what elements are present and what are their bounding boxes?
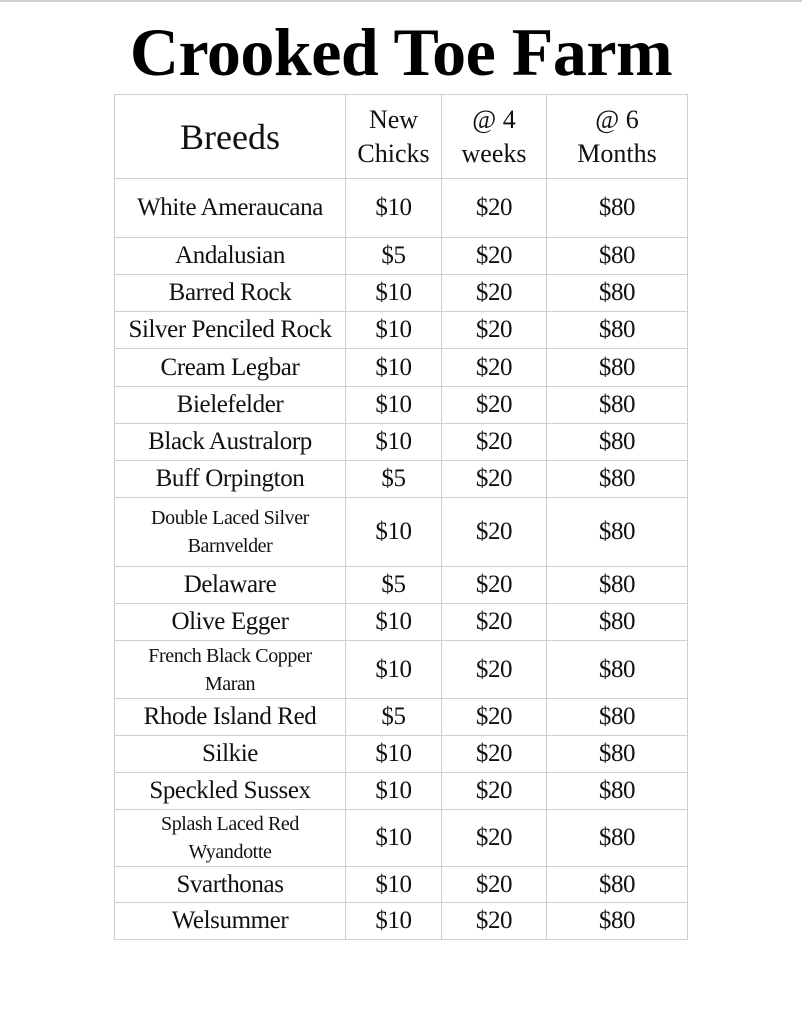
six-months-price: $80: [546, 566, 688, 604]
four-weeks-price: $20: [441, 386, 547, 424]
breed-cell: Cream Legbar: [114, 348, 346, 387]
breed-cell: Rhode Island Red: [114, 698, 346, 736]
six-months-price: $80: [546, 237, 688, 275]
breed-cell: Andalusian: [114, 237, 346, 275]
table-row: Splash Laced Red Wyandotte $10 $20 $80: [114, 809, 688, 867]
new-chicks-price: $5: [345, 698, 442, 736]
header-6-months: @ 6 Months: [546, 94, 688, 179]
header-4-weeks: @ 4 weeks: [441, 94, 547, 179]
table-row: Barred Rock $10 $20 $80: [114, 274, 688, 312]
six-months-price: $80: [546, 274, 688, 312]
table-row: Speckled Sussex $10 $20 $80: [114, 772, 688, 810]
four-weeks-price: $20: [441, 348, 547, 387]
breed-cell: Double Laced Silver Barnvelder: [114, 497, 346, 567]
breed-cell: Delaware: [114, 566, 346, 604]
six-months-price: $80: [546, 348, 688, 387]
breed-cell: Silver Penciled Rock: [114, 311, 346, 349]
six-months-price: $80: [546, 423, 688, 461]
table-row: Buff Orpington $5 $20 $80: [114, 460, 688, 498]
six-months-price: $80: [546, 178, 688, 238]
table-row: Andalusian $5 $20 $80: [114, 237, 688, 275]
table-row: Silkie $10 $20 $80: [114, 735, 688, 773]
new-chicks-price: $10: [345, 640, 442, 699]
new-chicks-price: $10: [345, 274, 442, 312]
breed-cell: Barred Rock: [114, 274, 346, 312]
new-chicks-price: $10: [345, 178, 442, 238]
six-months-price: $80: [546, 311, 688, 349]
table-row: Welsummer $10 $20 $80: [114, 902, 688, 940]
new-chicks-price: $10: [345, 348, 442, 387]
breed-cell: Svarthonas: [114, 866, 346, 903]
new-chicks-price: $10: [345, 603, 442, 641]
new-chicks-price: $10: [345, 497, 442, 567]
breed-cell: French Black Copper Maran: [114, 640, 346, 699]
new-chicks-price: $10: [345, 735, 442, 773]
four-weeks-price: $20: [441, 735, 547, 773]
six-months-price: $80: [546, 460, 688, 498]
new-chicks-price: $10: [345, 311, 442, 349]
new-chicks-price: $5: [345, 460, 442, 498]
table-row: Black Australorp $10 $20 $80: [114, 423, 688, 461]
four-weeks-price: $20: [441, 640, 547, 699]
header-row: Breeds New Chicks @ 4 weeks @ 6 Months: [114, 94, 688, 179]
six-months-price: $80: [546, 698, 688, 736]
four-weeks-price: $20: [441, 274, 547, 312]
four-weeks-price: $20: [441, 460, 547, 498]
breed-cell: Buff Orpington: [114, 460, 346, 498]
table-row: White Ameraucana $10 $20 $80: [114, 178, 688, 238]
new-chicks-price: $10: [345, 772, 442, 810]
breed-cell: White Ameraucana: [114, 178, 346, 238]
new-chicks-price: $10: [345, 386, 442, 424]
table-row: Double Laced Silver Barnvelder $10 $20 $80: [114, 497, 688, 567]
four-weeks-price: $20: [441, 566, 547, 604]
new-chicks-price: $10: [345, 866, 442, 903]
breed-cell: Speckled Sussex: [114, 772, 346, 810]
six-months-price: $80: [546, 603, 688, 641]
six-months-price: $80: [546, 735, 688, 773]
breed-cell: Black Australorp: [114, 423, 346, 461]
header-breeds: Breeds: [114, 94, 346, 179]
new-chicks-price: $10: [345, 809, 442, 867]
four-weeks-price: $20: [441, 497, 547, 567]
six-months-price: $80: [546, 772, 688, 810]
breed-cell: Bielefelder: [114, 386, 346, 424]
table-row: Silver Penciled Rock $10 $20 $80: [114, 311, 688, 349]
four-weeks-price: $20: [441, 178, 547, 238]
table-row: Svarthonas $10 $20 $80: [114, 866, 688, 903]
price-table: Breeds New Chicks @ 4 weeks @ 6 Months W…: [114, 94, 688, 940]
six-months-price: $80: [546, 497, 688, 567]
new-chicks-price: $5: [345, 566, 442, 604]
table-row: Delaware $5 $20 $80: [114, 566, 688, 604]
breed-cell: Splash Laced Red Wyandotte: [114, 809, 346, 867]
four-weeks-price: $20: [441, 698, 547, 736]
header-new-chicks: New Chicks: [345, 94, 442, 179]
page-title: Crooked Toe Farm: [129, 14, 673, 90]
four-weeks-price: $20: [441, 866, 547, 903]
table-row: Rhode Island Red $5 $20 $80: [114, 698, 688, 736]
table-row: French Black Copper Maran $10 $20 $80: [114, 640, 688, 699]
four-weeks-price: $20: [441, 311, 547, 349]
four-weeks-price: $20: [441, 809, 547, 867]
table-row: Olive Egger $10 $20 $80: [114, 603, 688, 641]
new-chicks-price: $5: [345, 237, 442, 275]
four-weeks-price: $20: [441, 902, 547, 940]
six-months-price: $80: [546, 902, 688, 940]
new-chicks-price: $10: [345, 902, 442, 940]
breed-cell: Silkie: [114, 735, 346, 773]
four-weeks-price: $20: [441, 237, 547, 275]
six-months-price: $80: [546, 386, 688, 424]
four-weeks-price: $20: [441, 772, 547, 810]
new-chicks-price: $10: [345, 423, 442, 461]
table-row: Cream Legbar $10 $20 $80: [114, 348, 688, 387]
six-months-price: $80: [546, 640, 688, 699]
breed-cell: Olive Egger: [114, 603, 346, 641]
table-row: Bielefelder $10 $20 $80: [114, 386, 688, 424]
six-months-price: $80: [546, 809, 688, 867]
six-months-price: $80: [546, 866, 688, 903]
breed-cell: Welsummer: [114, 902, 346, 940]
top-divider: [0, 0, 802, 2]
four-weeks-price: $20: [441, 423, 547, 461]
four-weeks-price: $20: [441, 603, 547, 641]
